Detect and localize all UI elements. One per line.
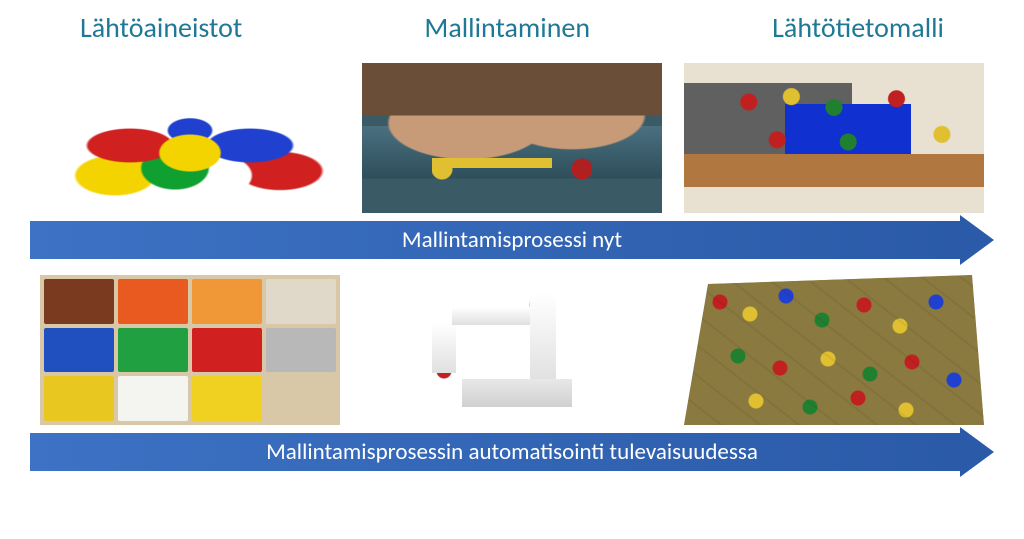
- sorted-bin: [266, 328, 336, 373]
- arrow-future: Mallintamisprosessin automatisointi tule…: [30, 433, 994, 471]
- sorted-bin: [44, 328, 114, 373]
- sorted-bin: [44, 279, 114, 324]
- sorted-bin: [118, 328, 188, 373]
- sorted-bin: [192, 279, 262, 324]
- sorted-bin: [266, 279, 336, 324]
- row-future: [40, 275, 984, 425]
- sorted-bin: [266, 376, 336, 421]
- sorted-bin: [118, 376, 188, 421]
- img-large-brick-city: [684, 275, 984, 425]
- img-loose-bricks-pile: [40, 63, 340, 213]
- img-sorted-bricks-bins: [40, 275, 340, 425]
- sorted-bin: [44, 376, 114, 421]
- sorted-bin: [118, 279, 188, 324]
- row-now: [40, 63, 984, 213]
- header-sources: Lähtöaineistot: [80, 10, 242, 45]
- arrow-future-label: Mallintamisprosessin automatisointi tule…: [30, 438, 994, 466]
- sorted-bin: [192, 328, 262, 373]
- img-robot-arm: [362, 275, 662, 425]
- arrow-now-label: Mallintamisprosessi nyt: [30, 226, 994, 254]
- arrow-now: Mallintamisprosessi nyt: [30, 221, 994, 259]
- header-modeling: Mallintaminen: [424, 10, 590, 45]
- column-headers: Lähtöaineistot Mallintaminen Lähtötietom…: [80, 10, 944, 45]
- img-small-brick-city: [684, 63, 984, 213]
- img-hands-building: [362, 63, 662, 213]
- sorted-bin: [192, 376, 262, 421]
- header-output-model: Lähtötietomalli: [772, 10, 944, 45]
